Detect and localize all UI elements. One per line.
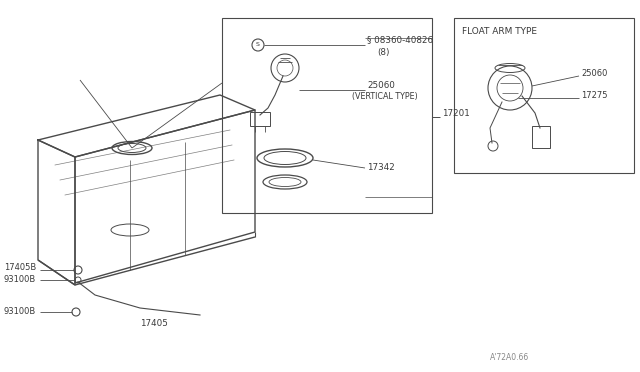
Text: § 08360-40826: § 08360-40826 [367,35,433,45]
Text: 17275: 17275 [581,92,607,100]
Text: 17201: 17201 [442,109,470,119]
Text: A'72A0.66: A'72A0.66 [490,353,529,362]
Bar [222,18,432,213]
Bar [454,18,634,173]
Text: 93100B: 93100B [4,275,36,283]
Text: 17342: 17342 [367,163,395,171]
Text: 25060: 25060 [367,80,395,90]
Text: S: S [256,42,260,48]
Text: 17405B: 17405B [4,263,36,273]
Text: 93100B: 93100B [4,307,36,315]
Text: FLOAT ARM TYPE: FLOAT ARM TYPE [462,28,537,36]
Text: (8): (8) [377,48,390,58]
Text: (VERTICAL TYPE): (VERTICAL TYPE) [352,93,418,102]
Bar [250,112,270,126]
Text: 17405: 17405 [140,318,168,327]
Text: 25060: 25060 [581,70,607,78]
Bar [532,126,550,148]
